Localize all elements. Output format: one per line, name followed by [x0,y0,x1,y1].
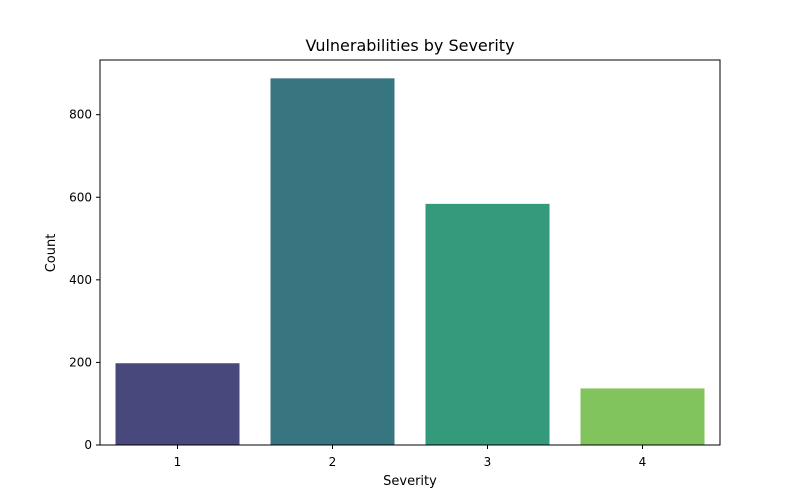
y-tick-label: 800 [69,108,92,122]
y-axis-ticks: 0 200 400 600 800 [69,108,100,452]
bar-severity-3 [425,203,550,445]
x-axis-ticks: 1 2 3 4 [174,445,647,469]
y-axis-label: Count [44,234,59,273]
y-tick-label: 200 [69,355,92,369]
bars-group [115,78,705,445]
y-tick-label: 0 [84,438,92,452]
bar-severity-4 [580,388,705,445]
x-tick-label: 2 [329,455,337,469]
x-axis-label: Severity [383,474,437,489]
plot-frame [99,59,721,446]
bar-severity-2 [270,78,395,445]
y-tick-label: 600 [69,190,92,204]
chart-title: Vulnerabilities by Severity [305,36,514,55]
x-tick-label: 3 [484,455,492,469]
bar-severity-1 [115,363,240,445]
y-tick-label: 400 [69,273,92,287]
x-tick-label: 1 [174,455,182,469]
x-tick-label: 4 [639,455,647,469]
